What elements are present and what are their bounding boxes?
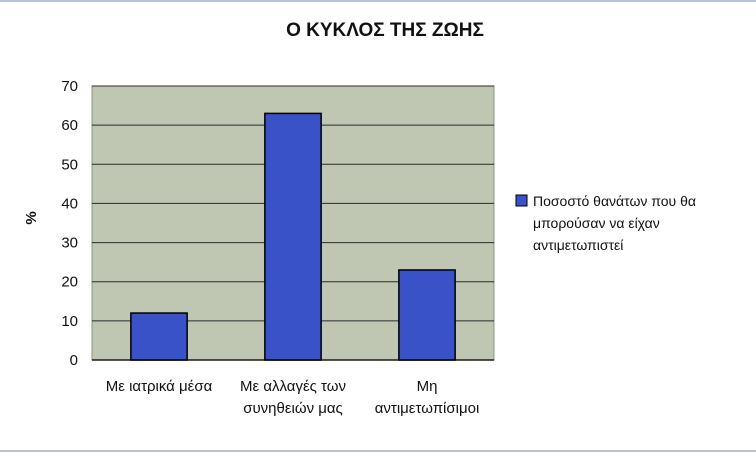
legend: Ποσοστό θανάτων που θα μπορούσαν να είχαν… bbox=[515, 193, 696, 253]
legend-entry: Ποσοστό θανάτων που θα bbox=[533, 193, 696, 209]
chart-title: Ο ΚΥΚΛΟΣ ΤΗΣ ΖΩΗΣ bbox=[286, 20, 484, 41]
x-category-label: Με ιατρικά μέσα bbox=[106, 378, 213, 395]
y-tick-label: 30 bbox=[61, 235, 78, 252]
x-category-label: Με αλλαγές των bbox=[240, 378, 346, 395]
y-axis-label: % bbox=[23, 211, 40, 224]
bar bbox=[264, 112, 322, 361]
x-category-label: Μη bbox=[417, 378, 438, 395]
x-axis-categories: Με ιατρικά μέσα Με αλλαγές των συνηθειών μ… bbox=[106, 378, 480, 417]
legend-entry: αντιμετωπιστεί bbox=[533, 237, 623, 253]
bar bbox=[130, 312, 188, 361]
bars bbox=[130, 112, 456, 361]
x-category-label: αντιμετωπίσιμοι bbox=[375, 400, 480, 417]
y-tick-label: 70 bbox=[61, 78, 78, 95]
legend-swatch bbox=[515, 194, 528, 207]
y-tick-label: 10 bbox=[61, 313, 78, 330]
y-tick-label: 60 bbox=[61, 117, 78, 134]
y-tick-label: 20 bbox=[61, 274, 78, 291]
x-category-label: συνηθειών μας bbox=[243, 400, 343, 417]
y-tick-label: 0 bbox=[70, 352, 78, 369]
legend-entry: μπορούσαν να είχαν bbox=[533, 215, 660, 231]
bar bbox=[398, 269, 456, 361]
y-axis-ticks: 0 10 20 30 40 50 60 70 bbox=[61, 78, 78, 369]
y-tick-label: 50 bbox=[61, 156, 78, 173]
y-tick-label: 40 bbox=[61, 195, 78, 212]
